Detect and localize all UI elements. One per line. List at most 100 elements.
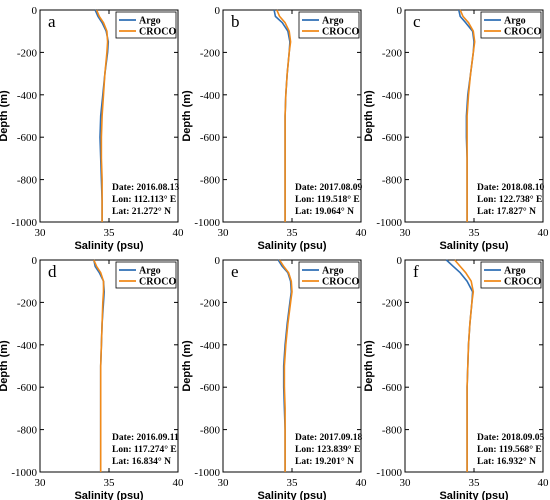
y-tick-label: -400 xyxy=(382,90,403,102)
x-tick-label: 35 xyxy=(104,227,116,239)
y-tick-label: -1000 xyxy=(11,217,37,229)
y-tick-label: -800 xyxy=(382,425,403,437)
legend-label-argo: Argo xyxy=(139,266,161,277)
y-tick-label: -600 xyxy=(200,382,221,394)
info-date: Date: 2018.09.05 xyxy=(477,433,545,443)
legend-label-croco: CROCO xyxy=(322,277,359,288)
legend-label-argo: Argo xyxy=(504,266,526,277)
y-axis-label: Depth (m) xyxy=(0,340,10,392)
series-line-croco xyxy=(95,9,109,222)
x-axis-label: Salinity (psu) xyxy=(74,240,143,252)
legend-label-croco: CROCO xyxy=(322,27,359,38)
legend-label-croco: CROCO xyxy=(504,277,541,288)
legend-label-croco: CROCO xyxy=(139,27,176,38)
y-tick-label: -1000 xyxy=(376,467,402,479)
info-latitude: Lat: 17.827° N xyxy=(477,206,536,217)
y-tick-label: -400 xyxy=(17,90,38,102)
x-tick-label: 40 xyxy=(538,227,550,239)
x-tick-label: 40 xyxy=(356,227,368,239)
y-tick-label: 0 xyxy=(397,255,403,267)
x-tick-label: 35 xyxy=(469,227,481,239)
info-date: Date: 2017.08.09 xyxy=(295,183,363,193)
series-line-croco xyxy=(93,259,105,472)
y-tick-label: -1000 xyxy=(376,217,402,229)
plot-frame xyxy=(404,259,544,473)
x-tick-label: 30 xyxy=(400,227,412,239)
legend-box xyxy=(115,11,177,39)
y-tick-label: -600 xyxy=(382,132,403,144)
x-tick-label: 30 xyxy=(35,227,47,239)
y-tick-label: -400 xyxy=(382,340,403,352)
panel-letter: b xyxy=(231,12,240,31)
info-date: Date: 2017.09.18 xyxy=(295,433,363,443)
y-tick-label: -200 xyxy=(17,297,38,309)
legend-box xyxy=(298,11,360,39)
legend-box xyxy=(298,261,360,289)
y-tick-label: -200 xyxy=(17,47,38,59)
y-tick-label: -400 xyxy=(200,340,221,352)
y-tick-label: -800 xyxy=(200,175,221,187)
info-latitude: Lat: 19.064° N xyxy=(295,206,354,217)
x-tick-label: 30 xyxy=(218,227,230,239)
y-tick-label: -400 xyxy=(17,340,38,352)
y-tick-label: -600 xyxy=(17,132,38,144)
y-tick-label: -800 xyxy=(17,425,38,437)
legend-box xyxy=(480,11,542,39)
x-tick-label: 30 xyxy=(218,477,230,489)
plot-frame xyxy=(39,259,179,473)
y-tick-label: 0 xyxy=(32,5,38,17)
y-tick-label: -600 xyxy=(382,382,403,394)
legend-box xyxy=(480,261,542,289)
series-line-croco xyxy=(454,259,475,472)
y-tick-label: -800 xyxy=(200,425,221,437)
legend-label-argo: Argo xyxy=(139,16,161,27)
info-longitude: Lon: 117.274° E xyxy=(112,444,177,455)
series-line-croco xyxy=(276,9,292,222)
panel-letter: e xyxy=(231,262,239,281)
legend-label-argo: Argo xyxy=(322,16,344,27)
x-tick-label: 30 xyxy=(400,477,412,489)
x-tick-label: 40 xyxy=(173,227,185,239)
x-axis-label: Salinity (psu) xyxy=(257,490,326,500)
legend-label-croco: CROCO xyxy=(139,277,176,288)
info-longitude: Lon: 123.839° E xyxy=(295,444,360,455)
y-axis-label: Depth (m) xyxy=(181,340,193,392)
y-tick-label: -600 xyxy=(200,132,221,144)
panel-letter: c xyxy=(413,12,421,31)
legend-label-croco: CROCO xyxy=(504,27,541,38)
y-axis-label: Depth (m) xyxy=(363,90,375,142)
x-axis-label: Salinity (psu) xyxy=(74,490,143,500)
y-tick-label: -200 xyxy=(200,297,221,309)
info-longitude: Lon: 119.518° E xyxy=(295,194,360,205)
info-latitude: Lat: 16.932° N xyxy=(477,456,536,467)
x-axis-label: Salinity (psu) xyxy=(439,240,508,252)
y-axis-label: Depth (m) xyxy=(0,90,10,142)
y-tick-label: 0 xyxy=(32,255,38,267)
panel-letter: d xyxy=(48,262,57,281)
x-axis-label: Salinity (psu) xyxy=(257,240,326,252)
info-longitude: Lon: 119.568° E xyxy=(477,444,542,455)
info-latitude: Lat: 21.272° N xyxy=(112,206,171,217)
x-tick-label: 30 xyxy=(35,477,47,489)
y-tick-label: 0 xyxy=(215,255,221,267)
info-longitude: Lon: 122.738° E xyxy=(477,194,542,205)
x-tick-label: 40 xyxy=(538,477,550,489)
x-tick-label: 35 xyxy=(469,477,481,489)
y-tick-label: 0 xyxy=(397,5,403,17)
series-line-croco xyxy=(459,9,476,222)
y-tick-label: -400 xyxy=(200,90,221,102)
legend-label-argo: Argo xyxy=(322,266,344,277)
info-date: Date: 2016.08.13 xyxy=(112,183,180,193)
y-tick-label: -1000 xyxy=(11,467,37,479)
panel-letter: a xyxy=(48,12,56,31)
y-axis-label: Depth (m) xyxy=(363,340,375,392)
x-tick-label: 40 xyxy=(356,477,368,489)
y-tick-label: 0 xyxy=(215,5,221,17)
x-tick-label: 40 xyxy=(173,477,185,489)
